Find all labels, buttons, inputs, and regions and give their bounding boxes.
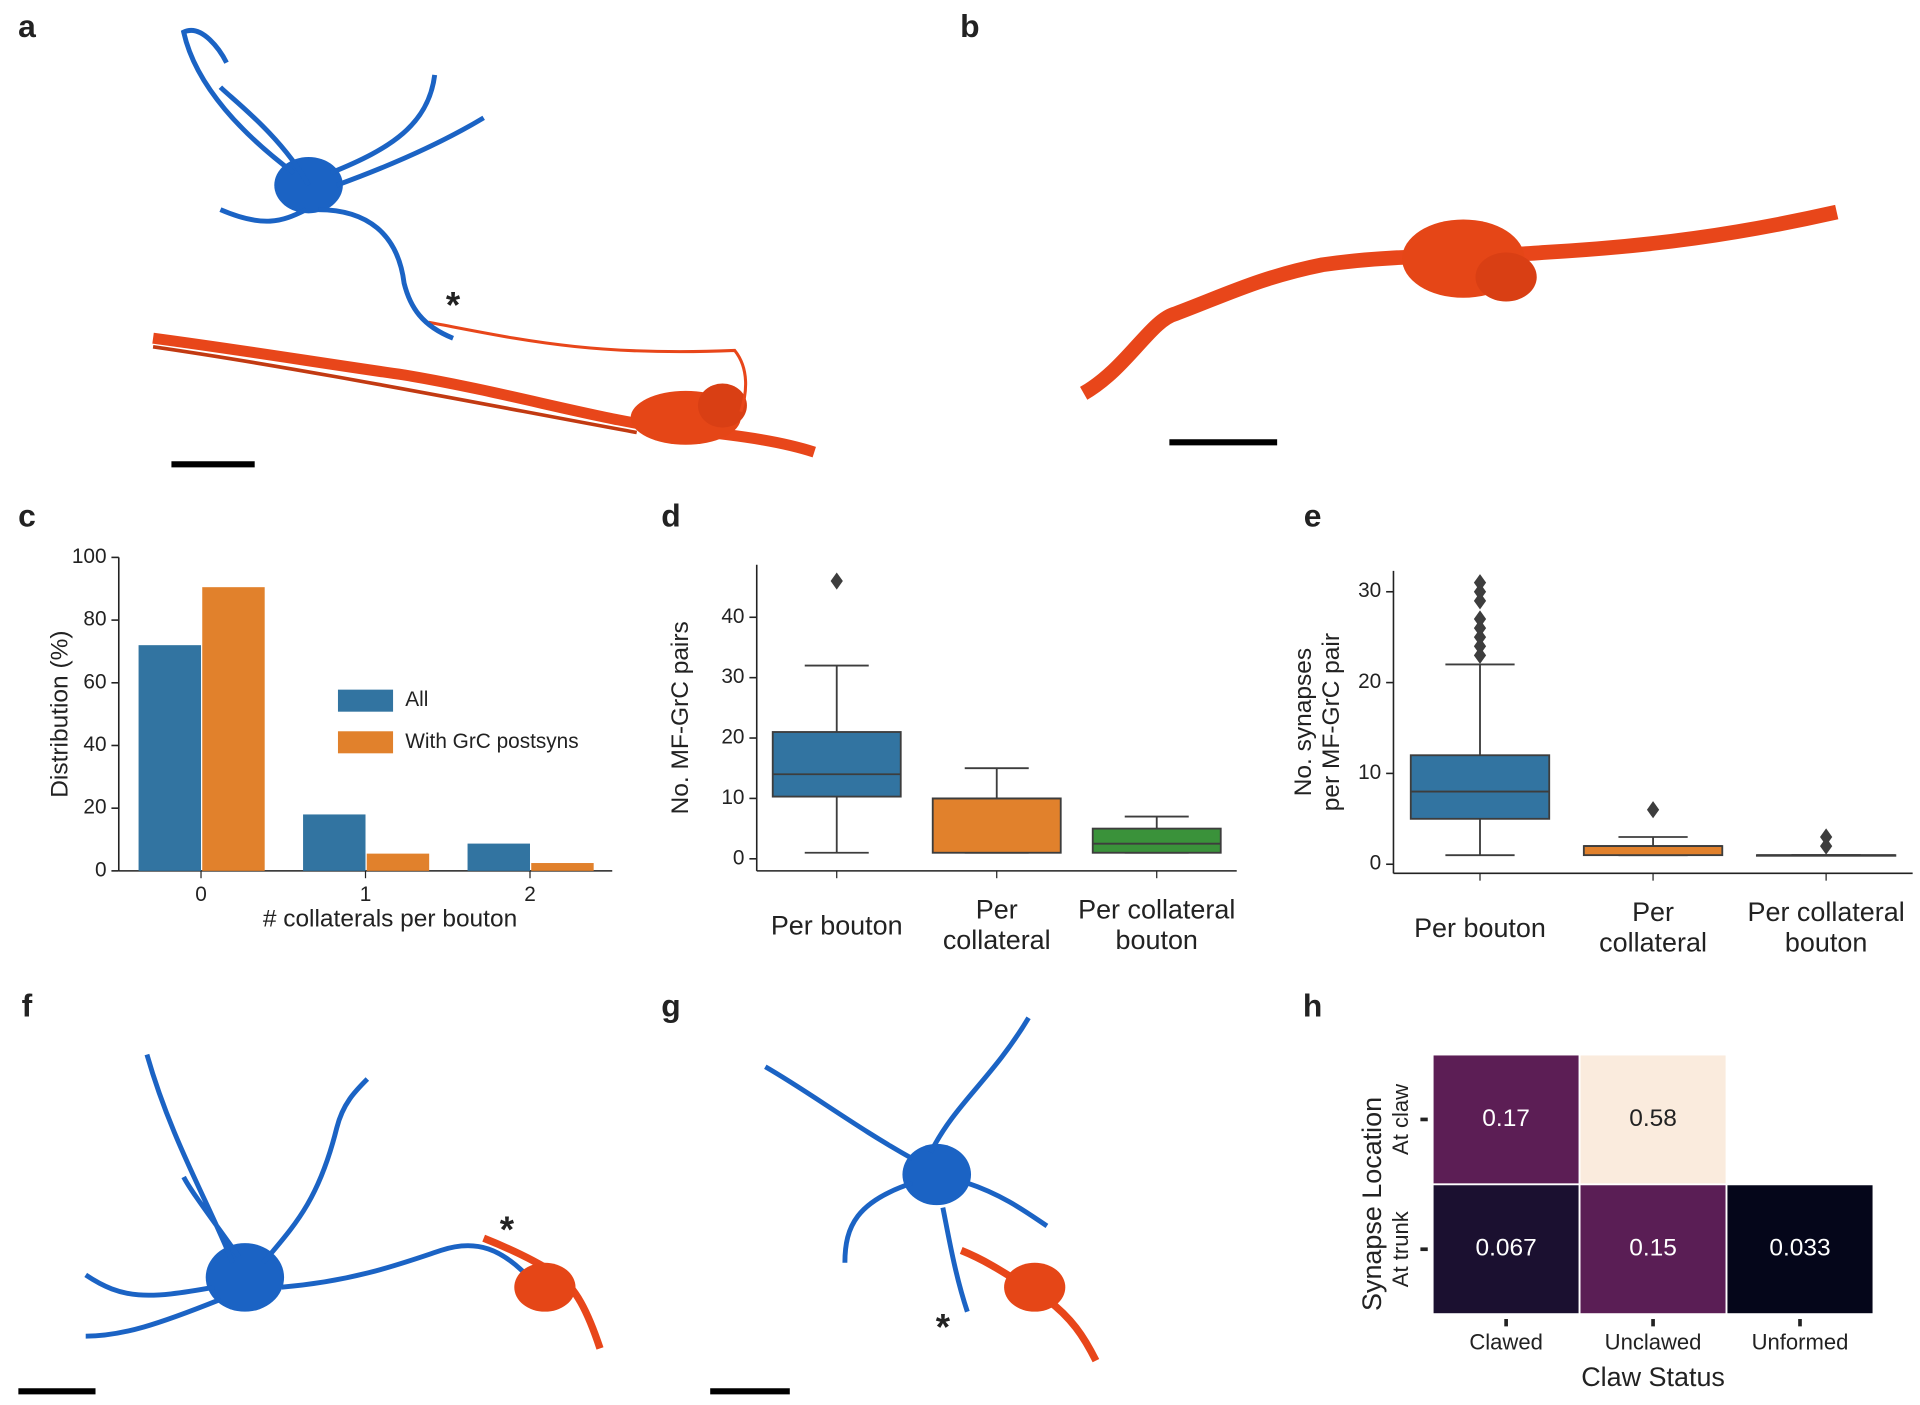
cell-label: 0.58: [1629, 1105, 1677, 1132]
panel-label: h: [1303, 987, 1322, 1023]
render-g: [710, 1016, 1100, 1395]
heatmap-cell: [1578, 1053, 1728, 1186]
bar: [531, 863, 594, 871]
y-tick-label: 20: [83, 796, 106, 819]
y-tick-label: 30: [721, 665, 744, 688]
x-tick-label: 1: [360, 883, 372, 906]
panel-label: d: [661, 498, 680, 534]
x-tick-label-box: Per bouton: [1414, 912, 1546, 943]
y-tick-label: 30: [1358, 579, 1381, 602]
x-tick-label: Clawed: [1469, 1329, 1542, 1354]
panel-label: a: [18, 8, 36, 44]
y-tick-label: 80: [83, 608, 106, 631]
x-tick-label: Per collateral bouton: [1747, 897, 1905, 958]
outlier: [1473, 592, 1487, 610]
legend-swatch: [337, 689, 394, 712]
x-tick-label-box: Per collateral: [942, 894, 1051, 956]
cell-label: 0.15: [1629, 1235, 1677, 1262]
panel-label: g: [661, 987, 680, 1023]
asterisk: *: [500, 1209, 515, 1250]
render-a: [152, 28, 816, 468]
x-tick-label-box: Per collateral bouton: [1747, 897, 1905, 958]
outlier: [1473, 628, 1487, 646]
x-axis-label: Claw Status: [1581, 1362, 1725, 1392]
outlier: [1473, 574, 1487, 592]
asterisk: *: [446, 284, 461, 325]
y-axis-label-box: No. synapses per MF-GrC pair: [1290, 632, 1345, 812]
box: [1409, 754, 1551, 820]
x-tick-label: 2: [524, 883, 536, 906]
outlier: [1473, 646, 1487, 664]
outlier: [830, 572, 843, 590]
outlier: [1473, 637, 1487, 655]
outlier: [1820, 837, 1833, 855]
render-f: [18, 1053, 604, 1395]
box: [1091, 827, 1222, 854]
x-tick-label: Per bouton: [770, 909, 903, 941]
y-tick-label: 10: [721, 786, 744, 809]
x-tick-label: Unclawed: [1605, 1329, 1702, 1354]
heatmap-cell: [1725, 1183, 1875, 1316]
cell-label: 0.067: [1476, 1235, 1537, 1262]
outlier: [1473, 583, 1487, 601]
x-tick-label: Unformed: [1752, 1329, 1849, 1354]
bar: [202, 587, 265, 871]
panel-label: c: [18, 498, 36, 534]
heatmap-cell: [1431, 1053, 1581, 1186]
asterisk: *: [936, 1307, 951, 1348]
render-b: [1079, 204, 1839, 446]
x-tick-label: Per bouton: [1414, 912, 1546, 943]
outlier: [1646, 801, 1660, 819]
y-tick-label: 0: [95, 858, 107, 881]
cell-label: 0.033: [1769, 1235, 1830, 1262]
y-tick-label: 40: [83, 733, 106, 756]
box: [931, 797, 1062, 854]
y-tick-label: At claw: [1388, 1084, 1413, 1155]
y-tick-label: 0: [733, 846, 745, 869]
panel-label: b: [960, 8, 979, 44]
x-tick-label: Per collateral: [1599, 897, 1707, 958]
panel-label: f: [22, 987, 33, 1023]
x-tick-label: 0: [195, 883, 207, 906]
outlier: [1820, 828, 1833, 846]
y-axis-label: No. MF-GrC pairs: [667, 621, 695, 815]
y-tick-label: At trunk: [1388, 1210, 1413, 1287]
cell-label: 0.17: [1482, 1105, 1530, 1132]
y-tick-label: 20: [721, 726, 744, 749]
y-axis-label: No. synapses per MF-GrC pair: [1290, 632, 1345, 812]
x-tick-label: Per collateral: [942, 894, 1051, 956]
bar: [303, 814, 366, 871]
bar: [366, 853, 430, 871]
x-tick-label: Per collateral bouton: [1078, 894, 1236, 956]
box: [771, 731, 902, 798]
x-tick-label-box: Per collateral bouton: [1078, 894, 1236, 956]
box: [1582, 845, 1724, 857]
outlier: [1473, 610, 1487, 628]
legend-label: With GrC postsyns: [405, 730, 578, 753]
y-tick-label: 10: [1358, 761, 1381, 784]
y-axis-label-box: No. MF-GrC pairs: [667, 621, 695, 815]
y-tick-label: 60: [83, 670, 106, 693]
y-axis-label: Distribution (%): [47, 631, 74, 798]
x-tick-label-box: Per collateral: [1599, 897, 1707, 958]
bar: [467, 843, 530, 871]
y-tick-label: 40: [721, 605, 744, 628]
legend-label: All: [405, 688, 428, 711]
y-tick-label: 0: [1370, 852, 1382, 875]
y-tick-label: 20: [1358, 670, 1381, 693]
y-axis-label: Synapse Location: [1357, 1097, 1387, 1311]
panel-label: e: [1304, 498, 1322, 534]
x-axis-label: # collaterals per bouton: [263, 905, 517, 932]
y-tick-label: 100: [72, 545, 107, 568]
bar: [138, 645, 202, 871]
x-tick-label-box: Per bouton: [770, 909, 903, 941]
legend-swatch: [337, 731, 394, 754]
